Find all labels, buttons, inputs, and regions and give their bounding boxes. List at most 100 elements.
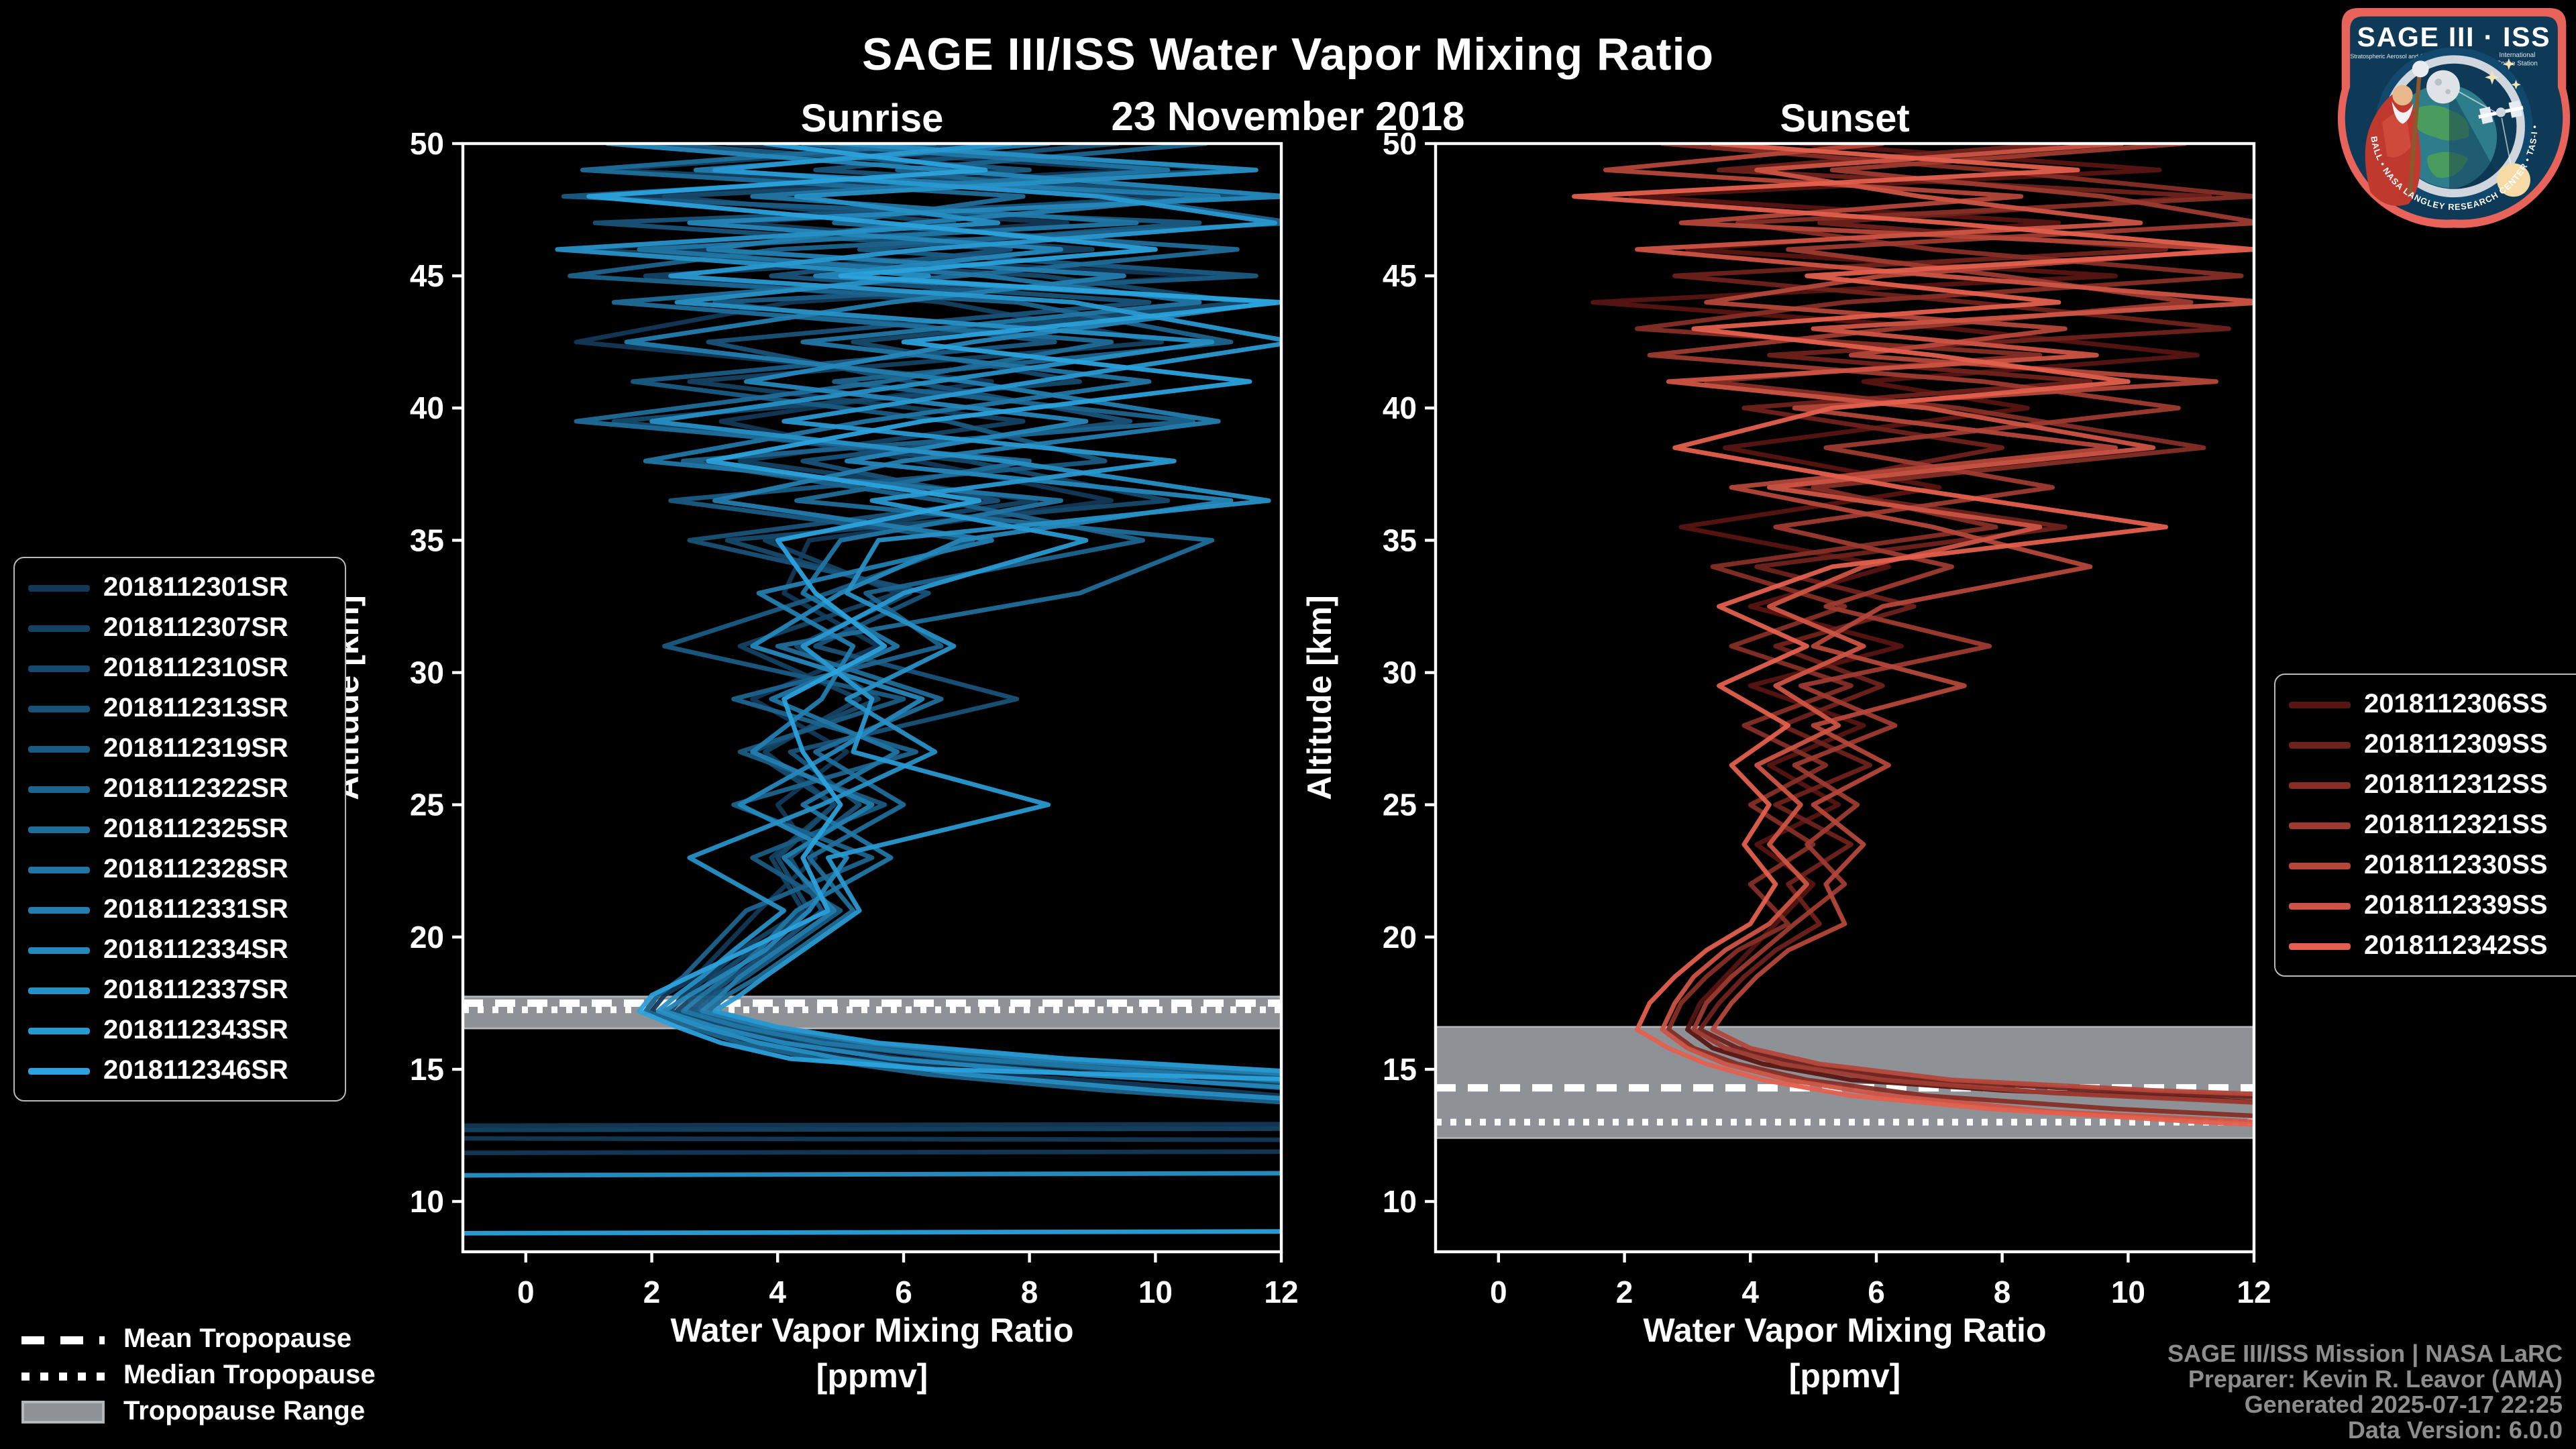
figure-title: SAGE III/ISS Water Vapor Mixing Ratio	[861, 30, 1714, 80]
panel-title-sunrise: Sunrise	[800, 98, 944, 141]
legend-item-2018112310SR: 2018112310SR	[28, 648, 329, 688]
profile-line-2018112331SR	[624, 144, 1281, 1077]
x-tick-label: 2	[1616, 1275, 1633, 1309]
legend-item-2018112307SR: 2018112307SR	[28, 608, 329, 648]
earth-shadow	[2449, 87, 2502, 189]
legend-line-swatch	[2289, 701, 2351, 708]
legend-event-label: 2018112325SR	[103, 814, 288, 843]
dotted-line-swatch	[21, 1372, 105, 1380]
y-tick-label: 35	[410, 523, 444, 557]
x-tick-label: 10	[1138, 1275, 1173, 1309]
legend-item-2018112334SR: 2018112334SR	[28, 930, 329, 970]
legend-item-2018112312SS: 2018112312SS	[2289, 765, 2576, 805]
legend-event-label: 2018112337SR	[103, 975, 288, 1004]
x-tick-label: 4	[769, 1275, 786, 1309]
legend-event-label: 2018112319SR	[103, 733, 288, 763]
profile-line-2018112325SR	[574, 144, 1281, 1075]
star-icon	[2485, 70, 2500, 85]
legend-line-swatch	[28, 625, 90, 631]
y-tick-label: 45	[410, 258, 444, 293]
legend-line-swatch	[2289, 862, 2351, 869]
legend-item-2018112339SS: 2018112339SS	[2289, 885, 2576, 926]
x-tick-label: 12	[1264, 1275, 1298, 1309]
y-tick-label: 25	[410, 788, 444, 822]
legend-line-swatch	[2289, 902, 2351, 909]
median-tropopause-legend-item: Median Tropopause	[21, 1359, 376, 1393]
legend-line-swatch	[2289, 782, 2351, 788]
legend-line-swatch	[28, 947, 90, 953]
profile-line-2018112309SS	[1672, 144, 2254, 1099]
legend-item-2018112309SS: 2018112309SS	[2289, 724, 2576, 765]
y-tick-label: 45	[1383, 258, 1417, 293]
legend-item-2018112306SS: 2018112306SS	[2289, 684, 2576, 724]
legend-event-label: 2018112301SR	[103, 572, 288, 602]
moon-crater-2	[2445, 89, 2451, 95]
legend-item-2018112342SS: 2018112342SS	[2289, 926, 2576, 966]
y-tick-label: 30	[1383, 655, 1417, 690]
x-tick-label: 8	[1994, 1275, 2011, 1309]
x-axis-label-units: [ppmv]	[1789, 1357, 1901, 1395]
legend-line-swatch	[28, 745, 90, 752]
dashed-line-swatch	[21, 1336, 105, 1344]
legend-event-label: 2018112321SS	[2364, 810, 2548, 839]
tropopause-legend: Mean Tropopause Median Tropopause Tropop…	[21, 1323, 376, 1432]
median-tropopause-label: Median Tropopause	[123, 1360, 376, 1390]
logo-title: SAGE III · ISS	[2357, 21, 2551, 52]
profile-line-2018112328SR	[637, 144, 1281, 1083]
panel-title-sunset: Sunset	[1780, 98, 1910, 141]
series-group	[463, 144, 1281, 1236]
y-tick-label: 40	[1383, 390, 1417, 425]
legend-item-2018112330SS: 2018112330SS	[2289, 845, 2576, 885]
tropopause-range-legend-item: Tropopause Range	[21, 1395, 376, 1429]
x-tick-label: 4	[1741, 1275, 1759, 1309]
staff	[2408, 74, 2422, 197]
legend-line-swatch	[28, 987, 90, 994]
mean-tropopause-label: Mean Tropopause	[123, 1324, 352, 1354]
legend-item-2018112346SR: 2018112346SR	[28, 1051, 329, 1091]
sight-line-moon	[2458, 91, 2498, 114]
legend-event-label: 2018112307SR	[103, 612, 288, 642]
footer-preparer: Preparer: Kevin R. Leavor (AMA)	[2188, 1366, 2563, 1393]
footer-generated: Generated 2025-07-17 22:25	[2244, 1391, 2563, 1418]
gray-band-swatch	[21, 1401, 105, 1424]
legend-line-swatch	[28, 705, 90, 712]
y-tick-label: 15	[410, 1052, 444, 1087]
legend-event-label: 2018112339SS	[2364, 890, 2548, 920]
legend-line-swatch	[28, 1027, 90, 1034]
legend-line-swatch	[28, 584, 90, 591]
y-tick-label: 30	[410, 655, 444, 690]
legend-line-swatch	[2289, 943, 2351, 949]
legend-item-2018112322SR: 2018112322SR	[28, 769, 329, 809]
iss-module	[2496, 107, 2506, 117]
legend-item-2018112337SR: 2018112337SR	[28, 970, 329, 1010]
tropopause-range-label: Tropopause Range	[123, 1397, 366, 1426]
y-tick-label: 50	[1383, 126, 1417, 161]
y-tick-label: 10	[1383, 1184, 1417, 1219]
profile-line-2018112334SR	[605, 144, 1281, 1090]
logo-subtitle-right2: Space Station	[2497, 60, 2538, 67]
legend-event-label: 2018112343SR	[103, 1015, 288, 1044]
iss-icon	[2478, 100, 2524, 124]
legend-event-label: 2018112313SR	[103, 693, 288, 722]
y-tick-label: 15	[1383, 1052, 1417, 1087]
legend-sunset-events: 2018112306SS 2018112309SS 2018112312SS 2018…	[2274, 674, 2576, 977]
legend-event-label: 2018112334SR	[103, 934, 288, 964]
logo-subtitle-right1: International	[2499, 52, 2535, 59]
figure-beard	[2392, 101, 2414, 124]
legend-item-2018112321SS: 2018112321SS	[2289, 805, 2576, 845]
x-tick-label: 6	[1868, 1275, 1885, 1309]
legend-sunrise-events: 2018112301SR 2018112307SR 2018112310SR 2018…	[13, 557, 346, 1102]
legend-line-swatch	[28, 906, 90, 913]
y-tick-label: 20	[410, 920, 444, 955]
legend-event-label: 2018112312SS	[2364, 769, 2548, 799]
y-tick-label: 10	[410, 1184, 444, 1219]
legend-event-label: 2018112328SR	[103, 854, 288, 883]
legend-item-2018112301SR: 2018112301SR	[28, 568, 329, 608]
star-icon-2	[2503, 58, 2515, 70]
figure-date: 23 November 2018	[1111, 95, 1465, 140]
x-axis-label: Water Vapor Mixing Ratio	[670, 1311, 1073, 1349]
y-tick-label: 40	[410, 390, 444, 425]
x-tick-label: 2	[643, 1275, 661, 1309]
